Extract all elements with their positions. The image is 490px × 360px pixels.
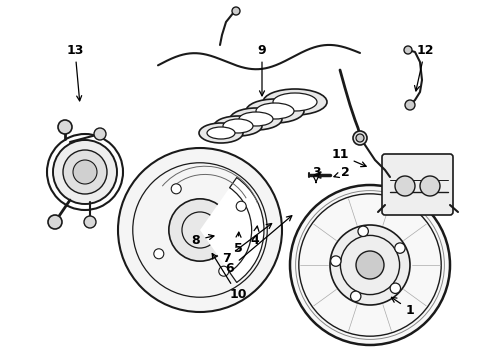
Ellipse shape bbox=[214, 116, 262, 136]
Circle shape bbox=[356, 251, 384, 279]
Circle shape bbox=[350, 291, 361, 301]
Circle shape bbox=[405, 100, 415, 110]
Ellipse shape bbox=[207, 127, 235, 139]
Circle shape bbox=[236, 201, 246, 211]
Text: 10: 10 bbox=[212, 253, 247, 302]
Text: 11: 11 bbox=[331, 148, 366, 167]
Ellipse shape bbox=[273, 93, 317, 111]
Text: 13: 13 bbox=[66, 44, 84, 101]
Wedge shape bbox=[200, 177, 264, 282]
Circle shape bbox=[58, 120, 72, 134]
Circle shape bbox=[331, 256, 341, 266]
Circle shape bbox=[118, 148, 282, 312]
Ellipse shape bbox=[199, 123, 243, 143]
Circle shape bbox=[390, 283, 400, 293]
Circle shape bbox=[63, 150, 107, 194]
Circle shape bbox=[219, 266, 229, 276]
Circle shape bbox=[53, 140, 117, 204]
Circle shape bbox=[48, 215, 62, 229]
Text: 4: 4 bbox=[250, 226, 259, 247]
Text: 5: 5 bbox=[234, 232, 243, 255]
Circle shape bbox=[73, 160, 97, 184]
Ellipse shape bbox=[256, 103, 294, 119]
Circle shape bbox=[356, 134, 364, 142]
Circle shape bbox=[290, 185, 450, 345]
Text: 3: 3 bbox=[312, 166, 320, 183]
Ellipse shape bbox=[263, 89, 327, 115]
Circle shape bbox=[353, 131, 367, 145]
Circle shape bbox=[358, 226, 368, 237]
Circle shape bbox=[395, 176, 415, 196]
Circle shape bbox=[330, 225, 410, 305]
Text: 6: 6 bbox=[226, 216, 292, 274]
Circle shape bbox=[84, 216, 96, 228]
Ellipse shape bbox=[230, 108, 282, 130]
Text: 1: 1 bbox=[392, 297, 415, 316]
Text: 8: 8 bbox=[192, 234, 214, 247]
FancyBboxPatch shape bbox=[382, 154, 453, 215]
Circle shape bbox=[395, 243, 405, 253]
Ellipse shape bbox=[246, 99, 304, 123]
Text: 7: 7 bbox=[221, 224, 271, 265]
Text: 12: 12 bbox=[415, 44, 434, 91]
Circle shape bbox=[154, 249, 164, 259]
Text: 9: 9 bbox=[258, 44, 266, 96]
Circle shape bbox=[171, 184, 181, 194]
Ellipse shape bbox=[223, 119, 253, 133]
Circle shape bbox=[94, 128, 106, 140]
Circle shape bbox=[420, 176, 440, 196]
Circle shape bbox=[232, 7, 240, 15]
Circle shape bbox=[169, 199, 231, 261]
Ellipse shape bbox=[239, 112, 273, 126]
Text: 2: 2 bbox=[334, 166, 349, 180]
Circle shape bbox=[404, 46, 412, 54]
